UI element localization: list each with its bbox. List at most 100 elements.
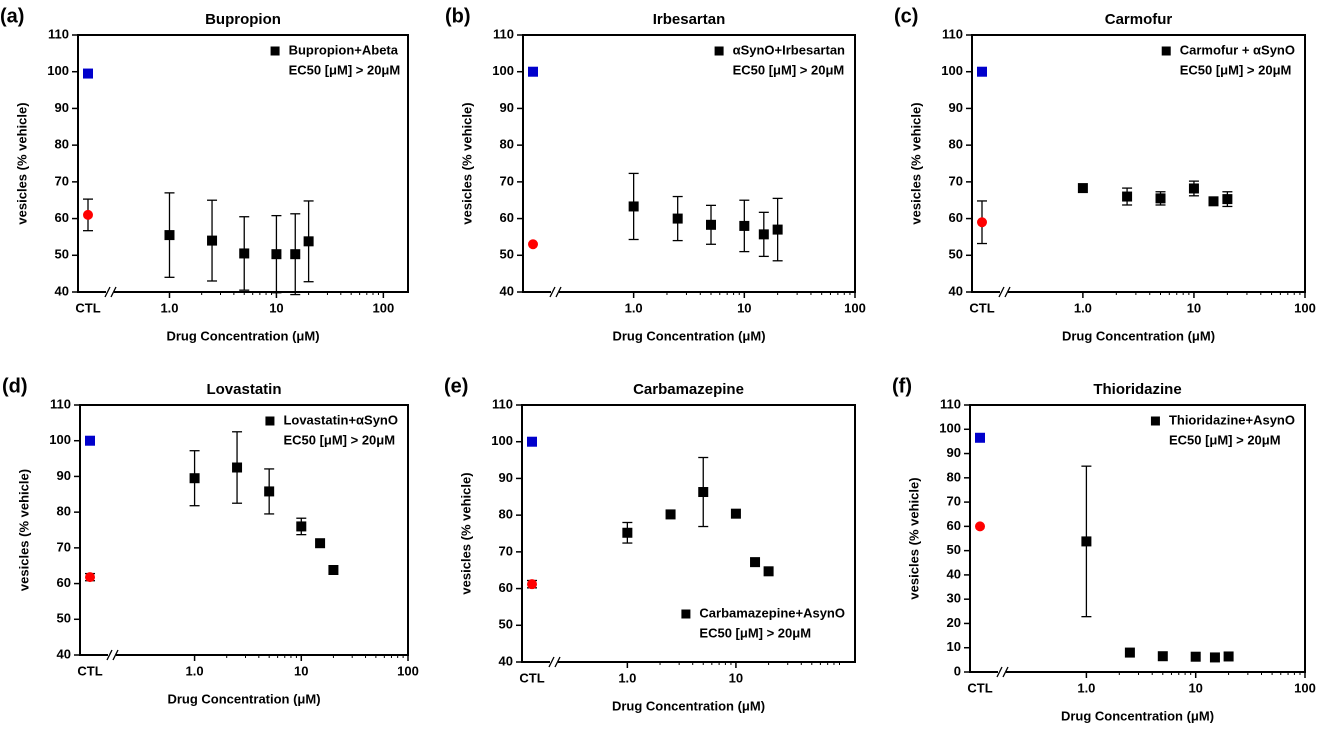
y-axis-title: vesicles (% vehicle) — [14, 102, 29, 224]
axis-break-gap — [551, 288, 559, 296]
y-tick-label: 90 — [947, 445, 961, 460]
point — [1081, 536, 1092, 547]
chart-title: Bupropion — [205, 11, 281, 28]
y-tick-label: 0 — [954, 663, 961, 678]
chart-title: Irbesartan — [653, 11, 726, 28]
y-tick-label: 40 — [947, 566, 961, 581]
plot-frame — [969, 404, 1306, 673]
point — [303, 236, 314, 247]
axis-break — [106, 649, 113, 661]
axis-break — [549, 286, 556, 298]
point — [739, 220, 750, 231]
y-tick-label: 90 — [57, 468, 71, 483]
y-tick-label: 110 — [50, 396, 71, 411]
point — [528, 66, 538, 77]
y-tick-label: 100 — [939, 421, 961, 436]
x-tick-label: 10 — [269, 300, 283, 315]
point — [207, 235, 218, 246]
point — [527, 579, 537, 590]
point — [1155, 193, 1166, 204]
legend-marker — [265, 416, 275, 426]
point — [665, 509, 676, 520]
y-tick-label: 70 — [949, 173, 963, 188]
y-tick-label: 60 — [500, 210, 514, 225]
panel-label: (c) — [894, 5, 918, 27]
y-tick-label: 60 — [57, 575, 71, 590]
plot-frame — [522, 34, 856, 293]
y-tick-label: 40 — [500, 283, 514, 298]
x-tick-label: 10 — [737, 300, 751, 315]
point — [1157, 651, 1168, 662]
legend-label: Bupropion+Abeta — [289, 42, 399, 57]
axis-break — [996, 666, 1003, 678]
panel-label: (b) — [445, 5, 471, 27]
legend-marker — [1150, 416, 1160, 426]
point — [328, 565, 339, 575]
y-tick-label: 100 — [492, 63, 514, 78]
plot-frame — [971, 34, 1306, 293]
y-tick-label: 60 — [949, 210, 963, 225]
point — [1077, 183, 1088, 194]
chart-title: Carbamazepine — [633, 381, 744, 398]
chart-title: Thioridazine — [1093, 381, 1181, 398]
axis-break — [1004, 286, 1011, 298]
y-tick-label: 80 — [57, 504, 71, 519]
annotation: EC50 [μM] > 20μM — [1169, 432, 1281, 447]
legend-marker — [681, 609, 691, 619]
annotation: EC50 [μM] > 20μM — [289, 62, 401, 77]
x-tick-label: 100 — [373, 300, 395, 315]
x-tick-label: 1.0 — [1077, 680, 1095, 695]
plot-frame — [77, 34, 409, 293]
y-tick-label: 40 — [55, 283, 69, 298]
x-tick-label: 1.0 — [618, 670, 636, 685]
y-axis-title: vesicles (% vehicle) — [16, 469, 31, 591]
x-tick-label: 1.0 — [160, 300, 178, 315]
y-tick-label: 80 — [500, 137, 514, 152]
point — [622, 527, 633, 538]
x-tick-label: 100 — [1294, 680, 1316, 695]
x-tick-label: 1.0 — [1074, 300, 1092, 315]
point — [977, 217, 987, 228]
axis-break-gap — [998, 668, 1006, 676]
panel-label: (e) — [444, 375, 468, 397]
legend-label: Lovastatin+αSynO — [283, 412, 398, 427]
point — [296, 521, 307, 532]
y-tick-label: 90 — [499, 470, 513, 485]
y-tick-label: 90 — [949, 100, 963, 115]
point — [1208, 196, 1219, 207]
y-tick-label: 100 — [49, 432, 71, 447]
y-tick-label: 110 — [48, 26, 69, 41]
point — [85, 435, 95, 446]
point — [730, 508, 741, 519]
chart-title: Lovastatin — [206, 381, 281, 398]
point — [164, 230, 175, 241]
x-axis-title: Drug Concentration (μM) — [612, 328, 765, 343]
legend-label: Thioridazine+AsynO — [1169, 412, 1295, 427]
point — [1223, 651, 1234, 662]
point — [271, 249, 282, 260]
y-tick-label: 60 — [499, 580, 513, 595]
annotation: EC50 [μM] > 20μM — [1180, 62, 1292, 77]
point — [83, 68, 93, 79]
legend-marker — [714, 46, 724, 56]
point — [1190, 651, 1201, 662]
axis-break — [110, 286, 117, 298]
y-tick-label: 50 — [55, 247, 69, 262]
y-tick-label: 100 — [491, 433, 513, 448]
legend-label: Carbamazepine+AsynO — [699, 605, 845, 620]
point — [977, 66, 987, 77]
annotation: EC50 [μM] > 20μM — [699, 625, 811, 640]
axis-break-gap — [106, 288, 114, 296]
x-tick-label: 10 — [1187, 300, 1201, 315]
x-tick-label: 1.0 — [186, 663, 204, 678]
axis-break-gap — [550, 658, 558, 666]
point — [698, 487, 709, 498]
x-axis-title: Drug Concentration (μM) — [166, 328, 319, 343]
y-tick-label: 30 — [947, 591, 961, 606]
point — [975, 521, 985, 532]
point — [772, 224, 783, 235]
x-tick-label: 1.0 — [625, 300, 643, 315]
y-tick-label: 80 — [949, 137, 963, 152]
point — [232, 462, 243, 473]
